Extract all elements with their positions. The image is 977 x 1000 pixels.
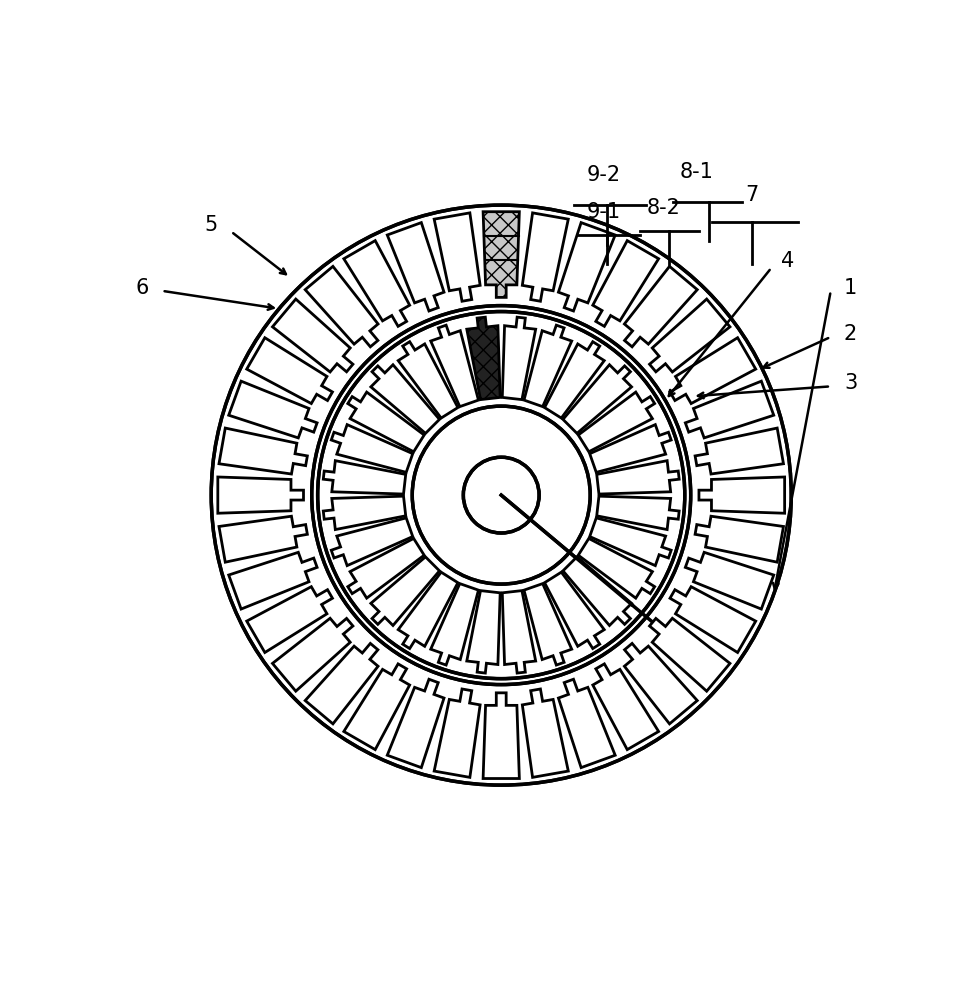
Polygon shape xyxy=(344,664,409,750)
Polygon shape xyxy=(577,392,654,452)
Polygon shape xyxy=(430,325,478,407)
Polygon shape xyxy=(348,538,424,598)
Polygon shape xyxy=(669,338,755,404)
Polygon shape xyxy=(398,342,457,418)
Polygon shape xyxy=(218,477,303,513)
Polygon shape xyxy=(649,299,729,372)
Polygon shape xyxy=(430,584,478,665)
Polygon shape xyxy=(699,477,784,513)
Polygon shape xyxy=(502,591,535,673)
Polygon shape xyxy=(273,299,353,372)
Polygon shape xyxy=(466,591,499,673)
Polygon shape xyxy=(502,317,535,400)
Polygon shape xyxy=(522,213,568,301)
Polygon shape xyxy=(649,618,729,691)
Polygon shape xyxy=(524,584,572,665)
Polygon shape xyxy=(483,212,519,297)
Polygon shape xyxy=(273,618,353,691)
Polygon shape xyxy=(558,679,615,768)
Polygon shape xyxy=(524,325,572,407)
Polygon shape xyxy=(695,428,783,474)
Polygon shape xyxy=(685,552,773,609)
Polygon shape xyxy=(669,587,755,653)
Text: 6: 6 xyxy=(135,278,149,298)
Polygon shape xyxy=(387,223,444,311)
Text: 5: 5 xyxy=(204,215,218,235)
Polygon shape xyxy=(370,557,439,625)
Polygon shape xyxy=(592,664,658,750)
Polygon shape xyxy=(596,496,678,530)
Polygon shape xyxy=(219,516,307,562)
Text: 9-1: 9-1 xyxy=(586,202,620,222)
Polygon shape xyxy=(563,557,631,625)
Polygon shape xyxy=(370,365,439,433)
Polygon shape xyxy=(387,679,444,768)
Polygon shape xyxy=(229,552,317,609)
Polygon shape xyxy=(331,425,412,472)
Text: 9-2: 9-2 xyxy=(586,165,620,185)
Text: 4: 4 xyxy=(781,251,793,271)
Polygon shape xyxy=(466,317,499,400)
Polygon shape xyxy=(229,381,317,438)
Polygon shape xyxy=(434,213,480,301)
Text: 7: 7 xyxy=(744,185,757,205)
Polygon shape xyxy=(246,338,332,404)
Polygon shape xyxy=(695,516,783,562)
Text: 1: 1 xyxy=(843,278,856,298)
Polygon shape xyxy=(589,518,670,566)
Polygon shape xyxy=(434,689,480,777)
Polygon shape xyxy=(305,643,378,724)
Polygon shape xyxy=(685,381,773,438)
Polygon shape xyxy=(544,572,604,649)
Polygon shape xyxy=(483,693,519,779)
Polygon shape xyxy=(323,496,405,530)
Polygon shape xyxy=(323,461,405,494)
Polygon shape xyxy=(623,643,697,724)
Polygon shape xyxy=(331,518,412,566)
Polygon shape xyxy=(246,587,332,653)
Polygon shape xyxy=(623,266,697,347)
Polygon shape xyxy=(348,392,424,452)
Polygon shape xyxy=(219,428,307,474)
Polygon shape xyxy=(398,572,457,649)
Polygon shape xyxy=(592,241,658,326)
Text: 8-1: 8-1 xyxy=(678,162,712,182)
Text: 8-2: 8-2 xyxy=(646,198,679,218)
Polygon shape xyxy=(305,266,378,347)
Text: 2: 2 xyxy=(843,324,856,344)
Polygon shape xyxy=(589,425,670,472)
Polygon shape xyxy=(558,223,615,311)
Polygon shape xyxy=(522,689,568,777)
Polygon shape xyxy=(544,342,604,418)
Text: 3: 3 xyxy=(843,373,856,393)
Polygon shape xyxy=(563,365,631,433)
Polygon shape xyxy=(344,241,409,326)
Polygon shape xyxy=(596,461,678,494)
Polygon shape xyxy=(577,538,654,598)
